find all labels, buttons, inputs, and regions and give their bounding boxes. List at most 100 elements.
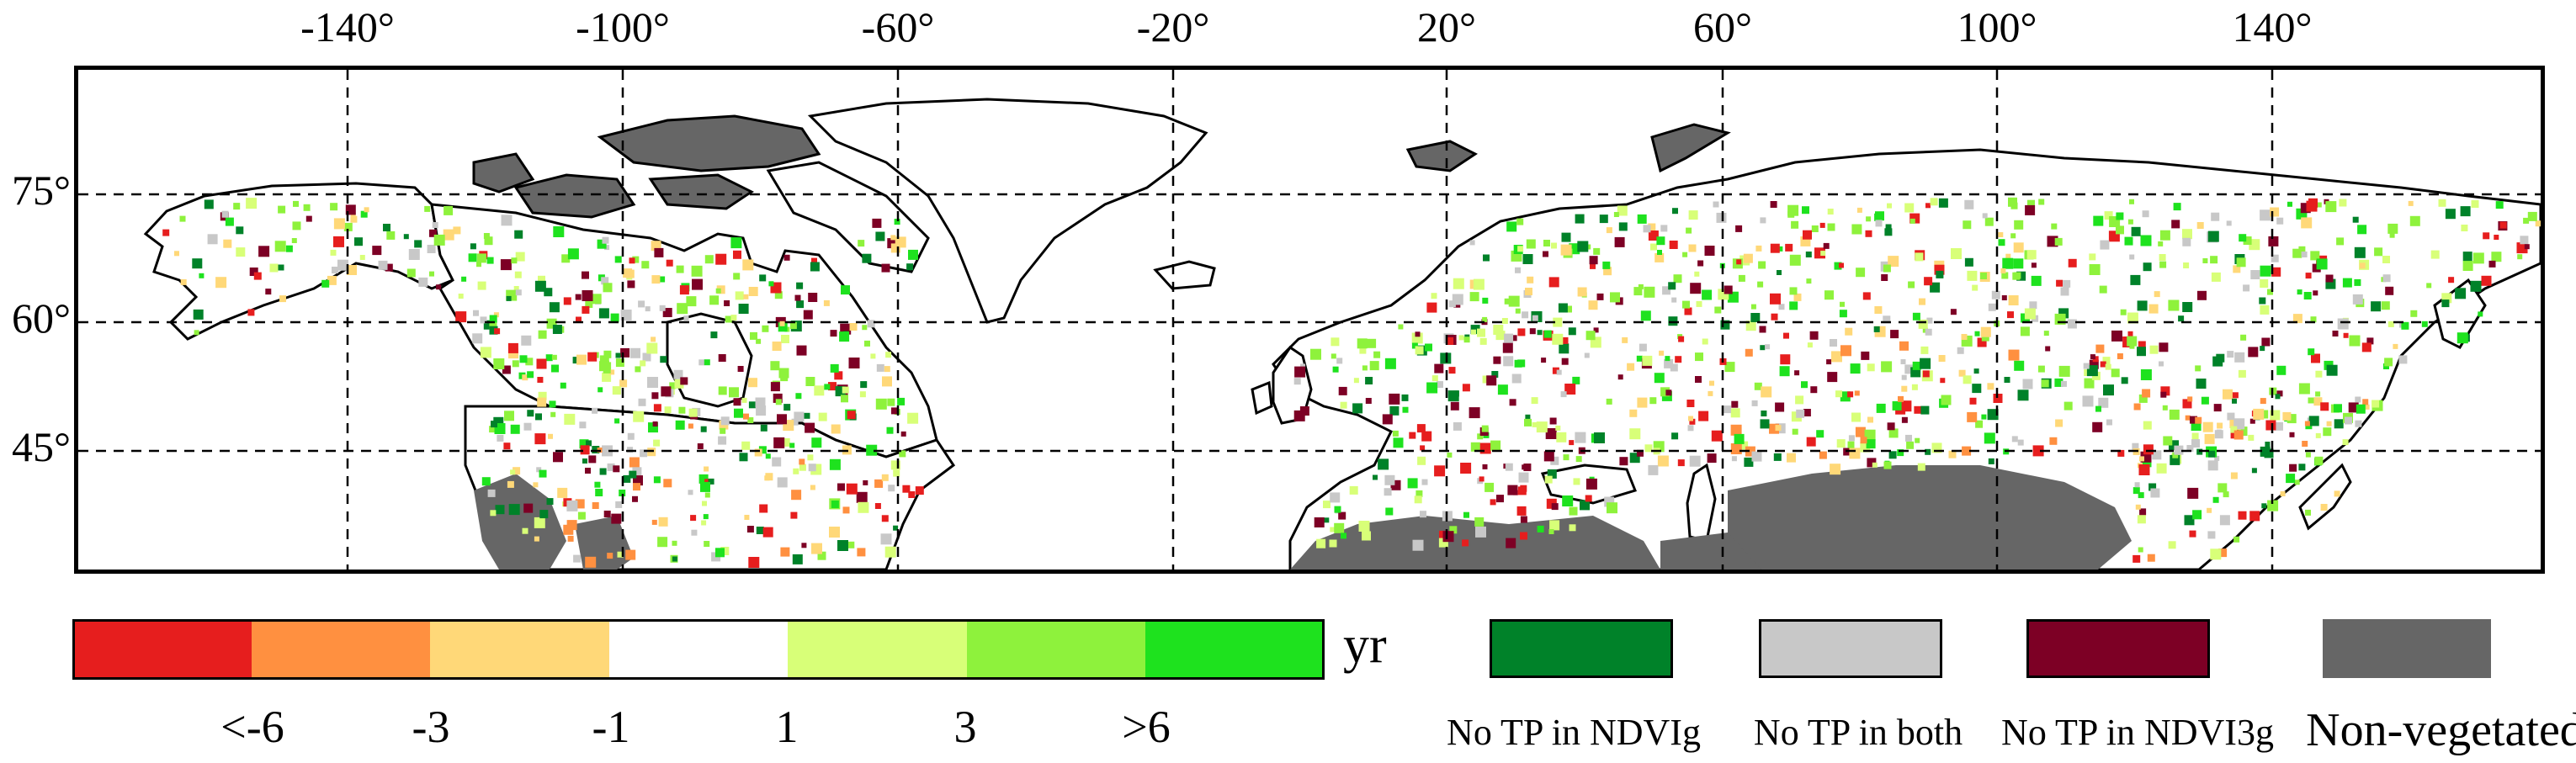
trend-pixel — [805, 377, 815, 386]
trend-pixel — [629, 457, 640, 468]
trend-pixel — [1531, 397, 1538, 405]
trend-pixel — [2082, 395, 2094, 407]
trend-pixel — [1668, 282, 1676, 290]
trend-pixel — [2124, 236, 2133, 246]
trend-pixel — [620, 347, 630, 358]
trend-pixel — [1905, 434, 1912, 442]
trend-pixel — [354, 237, 363, 246]
trend-pixel — [2147, 554, 2155, 562]
trend-pixel — [1482, 297, 1489, 304]
trend-pixel — [1543, 451, 1554, 462]
trend-pixel — [866, 444, 878, 456]
trend-pixel — [1708, 390, 1713, 396]
trend-pixel — [2168, 541, 2176, 549]
trend-pixel — [1558, 303, 1568, 313]
trend-pixel — [2219, 515, 2230, 526]
trend-pixel — [2127, 336, 2138, 347]
trend-pixel — [2063, 279, 2071, 288]
trend-pixel — [2055, 419, 2063, 427]
trend-pixel — [2182, 399, 2192, 409]
trend-pixel — [1469, 292, 1479, 302]
trend-pixel — [2461, 225, 2468, 231]
trend-pixel — [614, 418, 620, 424]
trend-pixel — [1867, 363, 1875, 372]
trend-pixel — [1526, 239, 1536, 249]
trend-pixel — [2037, 365, 2045, 373]
trend-pixel — [2383, 363, 2389, 369]
trend-pixel — [1384, 488, 1392, 496]
trend-pixel — [811, 257, 817, 264]
trend-pixel — [609, 369, 615, 375]
trend-pixel — [2316, 202, 2322, 208]
trend-pixel — [847, 541, 855, 548]
trend-pixel — [1911, 384, 1918, 390]
trend-pixel — [1993, 394, 2003, 403]
trend-pixel — [2159, 230, 2170, 241]
trend-pixel — [2067, 319, 2077, 329]
trend-pixel — [1750, 304, 1756, 310]
trend-pixel — [1629, 428, 1641, 440]
trend-pixel — [659, 305, 666, 311]
trend-pixel — [1520, 516, 1527, 523]
trend-pixel — [2381, 301, 2390, 310]
trend-pixel — [2408, 200, 2414, 206]
greenland-landmass — [807, 98, 1208, 324]
trend-pixel — [2292, 248, 2302, 258]
trend-pixel — [1551, 242, 1557, 249]
trend-pixel — [1881, 361, 1893, 373]
trend-pixel — [2366, 337, 2374, 345]
trend-pixel — [1486, 375, 1497, 386]
trend-pixel — [886, 427, 894, 434]
trend-pixel — [783, 254, 790, 261]
trend-pixel — [2289, 432, 2295, 437]
trend-pixel — [1524, 418, 1532, 427]
trend-pixel — [777, 477, 788, 488]
trend-pixel — [455, 311, 467, 323]
trend-pixel — [2260, 398, 2266, 405]
trend-pixel — [1549, 520, 1560, 531]
trend-pixel — [638, 398, 646, 406]
trend-pixel — [1607, 502, 1617, 514]
trend-pixel — [2133, 487, 2140, 495]
trend-pixel — [582, 290, 593, 301]
trend-pixel — [1503, 356, 1514, 367]
trend-pixel — [2171, 220, 2180, 229]
trend-pixel — [862, 325, 868, 331]
trend-pixel — [724, 300, 730, 306]
trend-pixel — [1876, 403, 1886, 413]
trend-pixel — [2083, 363, 2090, 369]
trend-pixel — [770, 361, 780, 371]
trend-pixel — [561, 254, 571, 263]
trend-pixel — [2314, 456, 2324, 465]
trend-pixel — [1975, 420, 1984, 428]
trend-pixel — [1511, 374, 1522, 384]
trend-pixel — [1569, 506, 1578, 516]
trend-pixel — [1771, 313, 1778, 321]
trend-pixel — [2462, 252, 2472, 262]
trend-pixel — [536, 358, 547, 369]
trend-pixel — [675, 420, 685, 430]
trend-pixel — [1502, 342, 1513, 353]
trend-pixel — [1941, 395, 1952, 405]
trend-pixel — [1938, 355, 1946, 362]
trend-pixel — [1918, 319, 1928, 329]
trend-pixel — [1316, 538, 1326, 548]
legend-label-no-tp-ndvig: No TP in NDVIg — [1447, 712, 1701, 753]
trend-pixel — [1720, 320, 1730, 330]
trend-pixel — [2216, 429, 2222, 435]
trend-pixel — [1590, 262, 1596, 269]
trend-pixel — [2211, 212, 2220, 221]
trend-pixel — [810, 262, 820, 272]
trend-pixel — [1332, 366, 1339, 373]
trend-pixel — [2031, 262, 2037, 268]
trend-pixel — [2223, 389, 2233, 400]
trend-pixel — [2173, 203, 2181, 211]
trend-pixel — [527, 371, 534, 379]
trend-pixel — [1450, 401, 1459, 411]
trend-pixel — [2191, 421, 2202, 432]
trend-pixel — [2182, 237, 2191, 246]
trend-pixel — [2001, 272, 2009, 279]
trend-pixel — [1654, 252, 1665, 262]
trend-pixel — [2384, 358, 2393, 367]
trend-pixel — [1617, 205, 1628, 216]
